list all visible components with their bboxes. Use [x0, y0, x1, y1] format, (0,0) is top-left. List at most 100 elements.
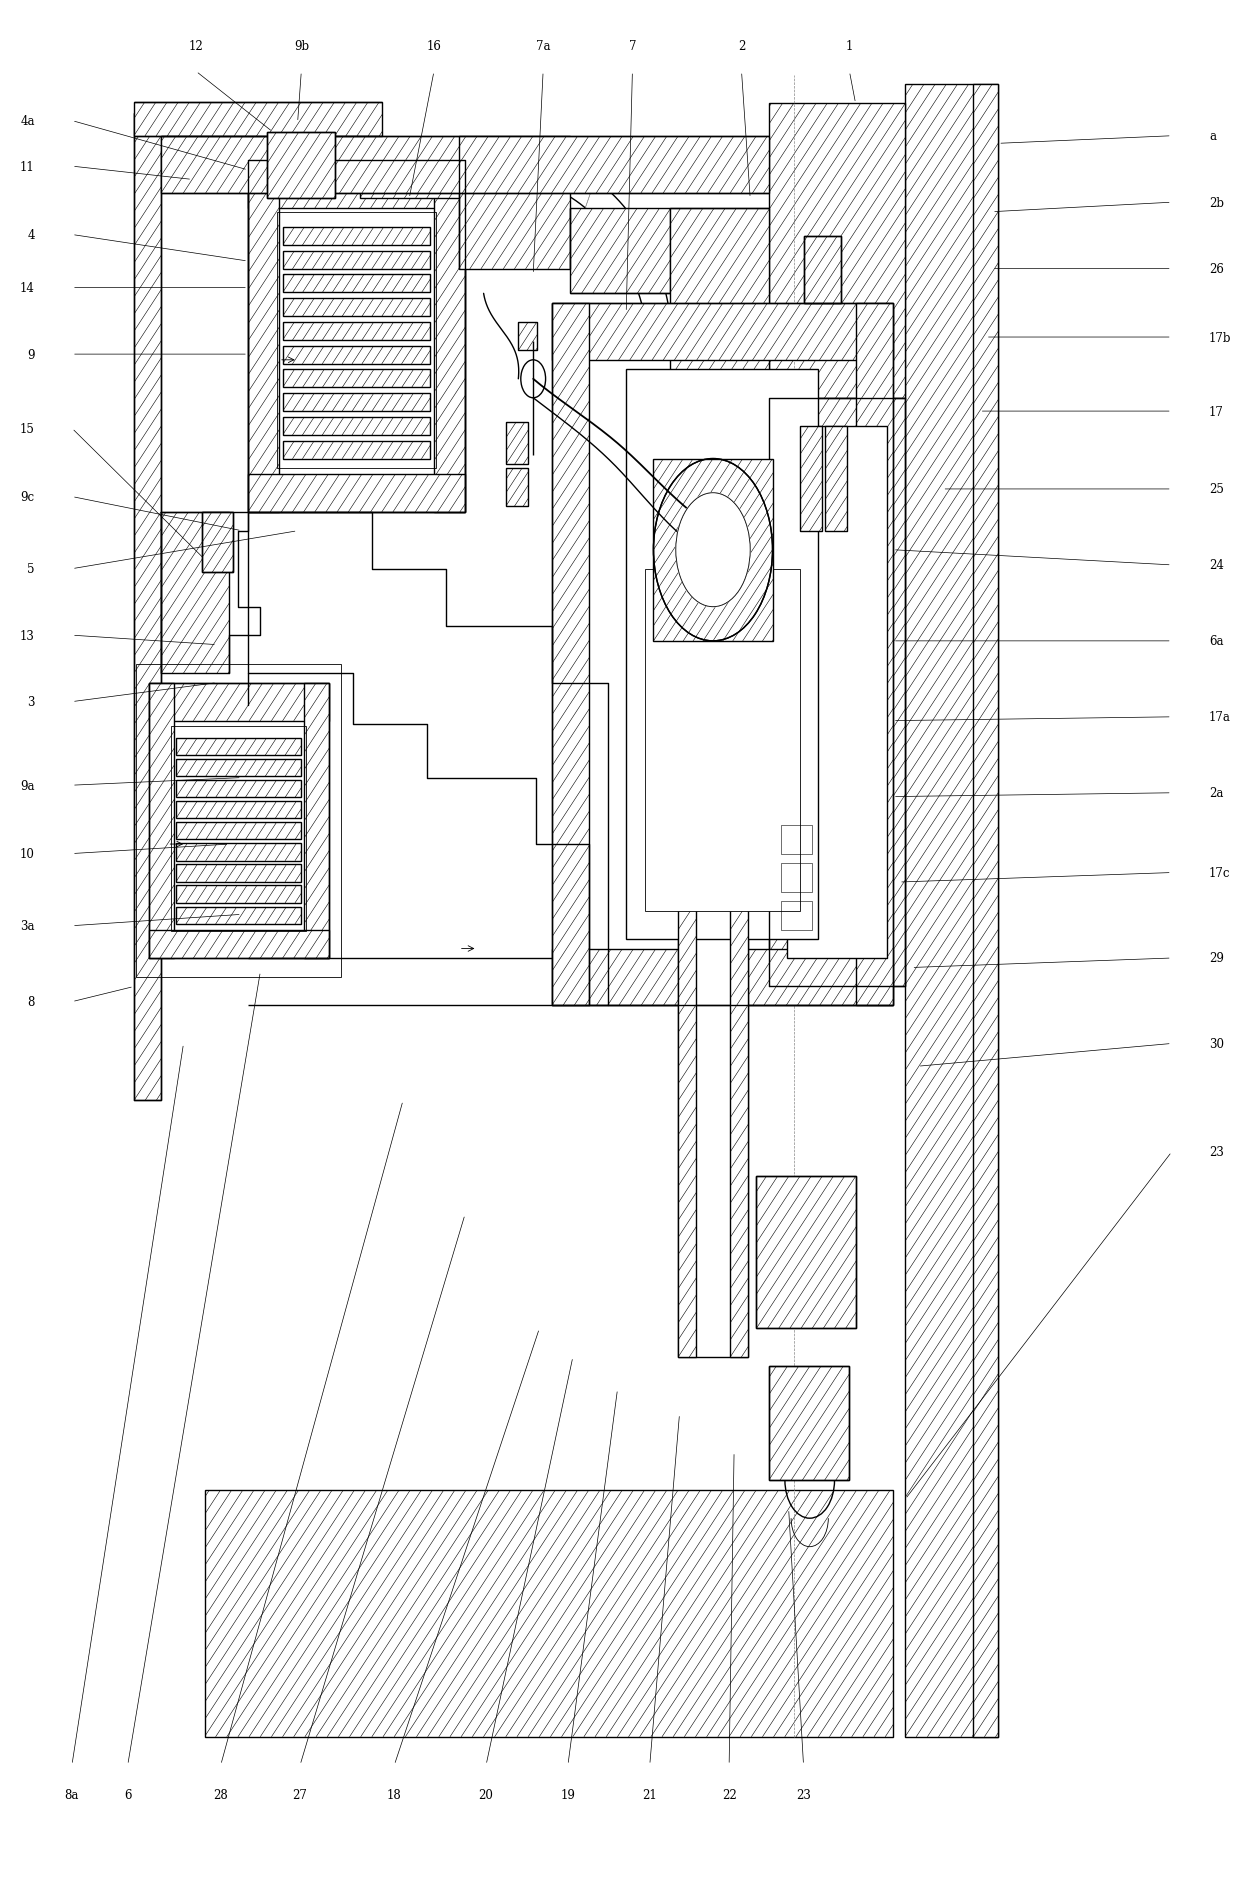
Bar: [459, 137, 570, 270]
Bar: [804, 237, 841, 304]
Bar: [769, 1367, 849, 1480]
Text: 2: 2: [738, 40, 745, 53]
Text: 2a: 2a: [1209, 788, 1224, 799]
Bar: [277, 213, 436, 469]
Bar: [202, 512, 233, 573]
Text: 4a: 4a: [20, 116, 35, 127]
Bar: [787, 427, 887, 958]
Bar: [769, 399, 905, 987]
Text: 14: 14: [20, 283, 35, 294]
Text: 25: 25: [1209, 484, 1224, 495]
Bar: [678, 626, 696, 1357]
Text: 28: 28: [213, 1788, 228, 1801]
Text: 18: 18: [387, 1788, 402, 1801]
Bar: [248, 161, 279, 512]
Bar: [781, 864, 812, 892]
Text: 26: 26: [1209, 264, 1224, 275]
Text: 29: 29: [1209, 953, 1224, 964]
Bar: [670, 209, 769, 380]
Text: 17c: 17c: [1209, 867, 1230, 879]
Bar: [804, 237, 841, 304]
Text: 8a: 8a: [64, 1788, 79, 1801]
Bar: [825, 427, 847, 531]
Bar: [756, 1177, 856, 1329]
Bar: [176, 738, 301, 755]
Bar: [506, 423, 528, 465]
Text: 21: 21: [642, 1788, 657, 1801]
Text: 12: 12: [188, 40, 203, 53]
Bar: [176, 822, 301, 841]
Bar: [176, 865, 301, 883]
Bar: [283, 418, 430, 437]
Bar: [248, 161, 465, 209]
Bar: [506, 423, 528, 465]
Bar: [552, 304, 893, 361]
Bar: [769, 104, 905, 399]
Bar: [360, 152, 465, 199]
Bar: [678, 626, 748, 1357]
Text: 17a: 17a: [1209, 712, 1231, 723]
Bar: [134, 114, 161, 1101]
Text: 1: 1: [846, 40, 853, 53]
Bar: [905, 85, 998, 1737]
Bar: [626, 370, 818, 940]
Bar: [283, 347, 430, 364]
Bar: [304, 683, 329, 958]
Bar: [552, 949, 893, 1006]
Bar: [825, 427, 847, 531]
Bar: [800, 427, 822, 531]
Bar: [283, 323, 430, 342]
Bar: [506, 469, 528, 507]
Text: 22: 22: [722, 1788, 737, 1801]
Text: 8: 8: [27, 996, 35, 1008]
Text: 7: 7: [629, 40, 636, 53]
Bar: [171, 727, 306, 932]
Bar: [856, 304, 893, 1006]
Bar: [730, 626, 748, 1357]
Bar: [205, 1490, 893, 1737]
Bar: [176, 845, 301, 862]
Bar: [161, 512, 229, 674]
Bar: [136, 664, 341, 977]
Text: 17b: 17b: [1209, 332, 1231, 344]
Text: 23: 23: [1209, 1146, 1224, 1158]
Text: 6a: 6a: [1209, 636, 1224, 647]
Bar: [552, 304, 589, 1006]
Bar: [781, 902, 812, 930]
Bar: [176, 907, 301, 924]
Bar: [248, 474, 465, 512]
Text: 2b: 2b: [1209, 197, 1224, 209]
Text: 27: 27: [293, 1788, 308, 1801]
Bar: [645, 569, 800, 911]
Bar: [283, 228, 430, 245]
Bar: [176, 759, 301, 776]
Bar: [283, 370, 430, 389]
Bar: [176, 801, 301, 818]
Bar: [149, 930, 329, 958]
Bar: [769, 1367, 849, 1480]
Text: 20: 20: [479, 1788, 494, 1801]
Bar: [267, 133, 335, 199]
Text: 17: 17: [1209, 406, 1224, 418]
Bar: [518, 323, 537, 351]
Bar: [973, 85, 998, 1737]
Bar: [283, 395, 430, 412]
Bar: [149, 683, 329, 721]
Bar: [176, 780, 301, 797]
Bar: [653, 459, 773, 642]
Bar: [283, 300, 430, 317]
Text: 15: 15: [20, 423, 35, 435]
Circle shape: [676, 493, 750, 607]
Text: 3: 3: [27, 697, 35, 708]
Bar: [518, 323, 537, 351]
Text: 23: 23: [796, 1788, 811, 1801]
Bar: [781, 826, 812, 854]
Text: 4: 4: [27, 230, 35, 241]
Text: a: a: [1209, 131, 1216, 142]
Text: 10: 10: [20, 848, 35, 860]
Text: 6: 6: [124, 1788, 131, 1801]
Bar: [756, 1177, 856, 1329]
Text: 5: 5: [27, 564, 35, 575]
Text: 24: 24: [1209, 560, 1224, 571]
Text: 11: 11: [20, 161, 35, 173]
